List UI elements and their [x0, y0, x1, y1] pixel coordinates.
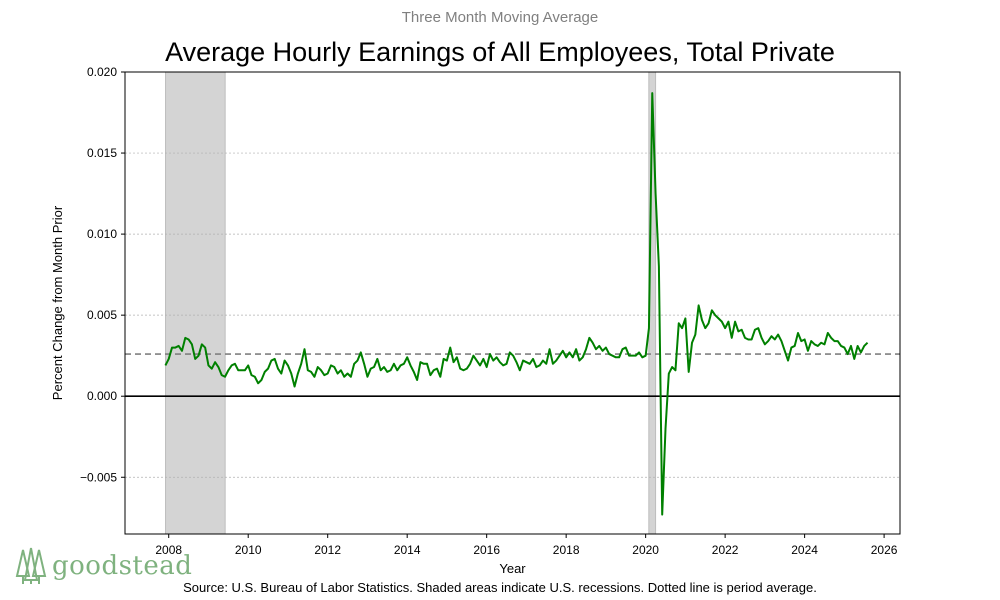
recession-band-0	[165, 71, 226, 535]
x-axis-label: Year	[499, 561, 526, 576]
x-tick-label: 2014	[394, 543, 421, 557]
series-line-0	[164, 92, 869, 516]
y-tick-label: 0.020	[87, 65, 117, 79]
y-tick-label: 0.005	[87, 308, 117, 322]
x-tick-label: 2008	[155, 543, 182, 557]
x-tick-label: 2026	[871, 543, 898, 557]
y-tick-label: 0.010	[87, 227, 117, 241]
goodstead-logo: goodstead	[14, 546, 192, 586]
y-tick-label: −0.005	[80, 470, 117, 484]
recession-shading	[165, 71, 657, 535]
y-tick-label: 0.000	[87, 389, 117, 403]
gridlines	[125, 71, 900, 478]
x-axis-ticks: 2008 2010 2012 2014 2016 2018 2020 2022 2024 2026	[155, 534, 898, 557]
y-axis-label: Percent Change from Month Prior	[50, 205, 65, 400]
pine-tree-icon	[15, 547, 47, 584]
chart-title: Average Hourly Earnings of All Employees…	[165, 37, 835, 67]
x-tick-label: 2018	[553, 543, 580, 557]
x-tick-label: 2010	[235, 543, 262, 557]
x-tick-label: 2016	[473, 543, 500, 557]
series-layer	[164, 92, 869, 516]
x-tick-label: 2020	[632, 543, 659, 557]
y-axis-ticks: −0.005 0.000 0.005 0.010 0.015 0.020	[80, 65, 125, 484]
x-tick-label: 2022	[712, 543, 739, 557]
source-note: Source: U.S. Bureau of Labor Statistics.…	[183, 580, 817, 595]
chart-subtitle: Three Month Moving Average	[401, 9, 599, 26]
x-tick-label: 2024	[791, 543, 818, 557]
logo-text: goodstead	[52, 551, 193, 581]
y-tick-label: 0.015	[87, 146, 117, 160]
plot-frame	[124, 71, 901, 535]
x-tick-label: 2012	[314, 543, 341, 557]
